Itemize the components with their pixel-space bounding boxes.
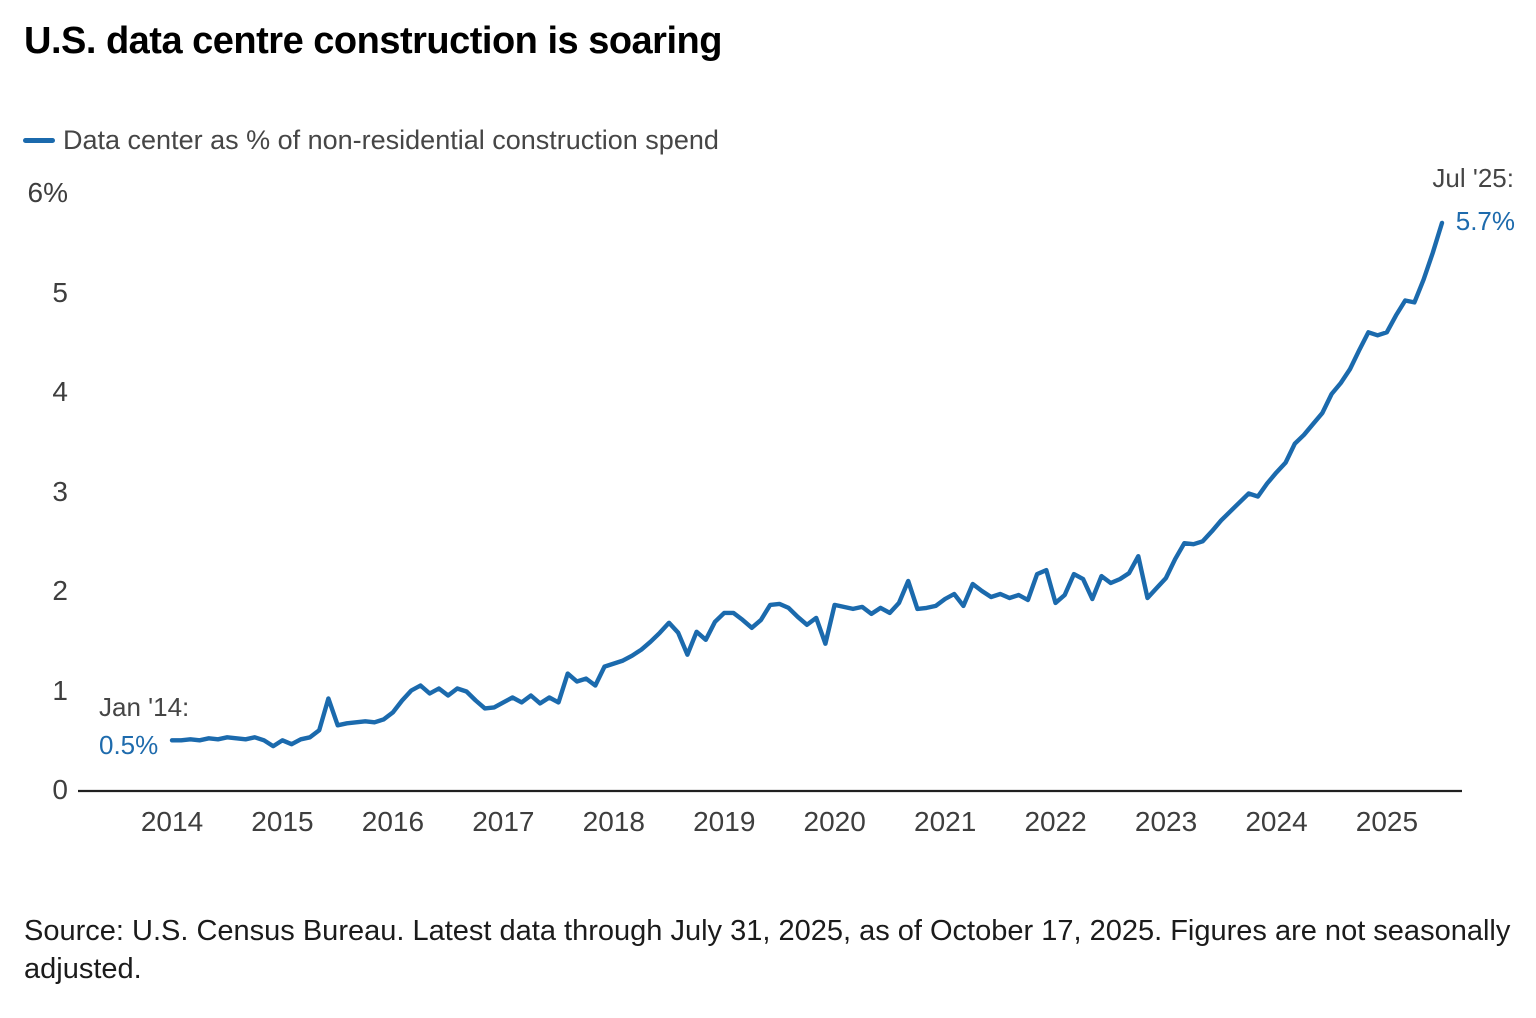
y-tick-label: 4 — [52, 376, 68, 407]
chart-title: U.S. data centre construction is soaring — [24, 20, 722, 62]
legend-label: Data center as % of non-residential cons… — [63, 125, 719, 155]
data-line — [169, 220, 1445, 749]
source-note: Source: U.S. Census Bureau. Latest data … — [24, 915, 1511, 985]
y-tick-label: 6% — [27, 177, 68, 208]
x-tick-label: 2016 — [361, 806, 425, 837]
x-tick-label: 2018 — [582, 806, 645, 837]
x-tick-label: 2017 — [472, 806, 535, 837]
x-tick-label: 2024 — [1245, 806, 1308, 837]
x-tick-label: 2025 — [1355, 806, 1419, 837]
y-tick-label: 1 — [52, 674, 68, 706]
y-tick-label: 3 — [52, 475, 68, 507]
x-tick-label: 2019 — [693, 806, 756, 837]
line-chart-svg — [78, 220, 1462, 793]
annotation-start-value: 0.5% — [99, 730, 159, 760]
x-tick-label: 2020 — [803, 806, 866, 837]
y-tick-label: 2 — [52, 575, 68, 606]
annotation-start-label: Jan '14: — [99, 692, 190, 722]
x-tick-label: 2022 — [1024, 806, 1087, 837]
legend-line-swatch — [23, 137, 55, 143]
x-tick-label: 2023 — [1134, 806, 1198, 837]
x-tick-label: 2015 — [251, 806, 314, 837]
y-tick-label: 0 — [52, 774, 68, 805]
x-tick-label: 2021 — [913, 806, 977, 837]
plot-area: 6% 5 4 3 2 1 0 2014 2015 2016 2017 2018 2019 2020 202… — [27, 163, 1515, 837]
annotation-end-value: 5.7% — [1455, 206, 1515, 236]
legend: Data center as % of non-residential cons… — [23, 122, 719, 158]
x-tick-label: 2014 — [140, 806, 204, 837]
annotation-end-label: Jul '25: — [1432, 163, 1514, 193]
y-tick-label: 5 — [52, 276, 68, 308]
